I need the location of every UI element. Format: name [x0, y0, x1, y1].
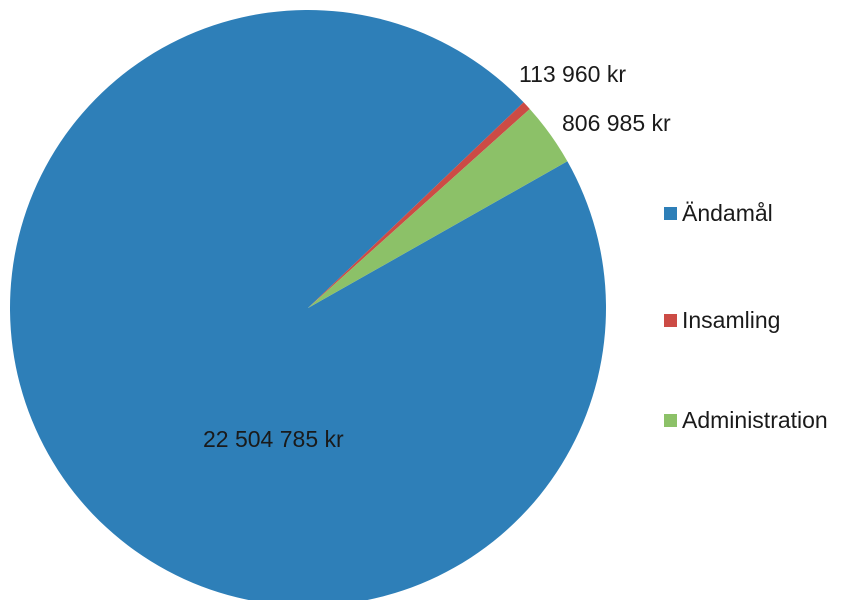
- legend-swatch-andamal: [664, 207, 677, 220]
- legend-swatch-administration: [664, 414, 677, 427]
- legend-item-administration: Administration: [664, 407, 828, 434]
- slice-administration: [308, 108, 568, 308]
- legend-item-andamal: Ändamål: [664, 200, 773, 227]
- legend-item-insamling: Insamling: [664, 307, 780, 334]
- slice-andamal: [10, 10, 606, 600]
- legend-label-andamal: Ändamål: [682, 200, 773, 226]
- legend-label-insamling: Insamling: [682, 307, 781, 333]
- slice-insamling: [308, 102, 530, 308]
- data-label-administration: 806 985 kr: [562, 110, 671, 136]
- data-label-insamling: 113 960 kr: [519, 61, 626, 87]
- legend-label-administration: Administration: [682, 407, 828, 433]
- data-label-andamal: 22 504 785 kr: [203, 426, 344, 452]
- legend-swatch-insamling: [664, 314, 677, 327]
